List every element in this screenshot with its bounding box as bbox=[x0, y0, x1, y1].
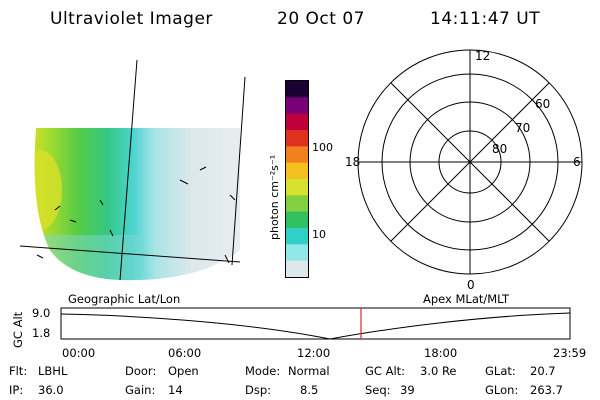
colorbar-unit-label: photon cm⁻²s⁻¹ bbox=[268, 154, 281, 240]
gcalt-label: GC Alt: bbox=[365, 364, 406, 378]
colorbar-segment bbox=[286, 260, 308, 278]
ip-value: 36.0 bbox=[38, 383, 64, 397]
date-label: 20 Oct 07 bbox=[277, 9, 365, 29]
colorbar-segment bbox=[286, 146, 308, 164]
apex-grid-label: Apex MLat/MLT bbox=[423, 292, 510, 306]
time-tick-1200: 12:00 bbox=[297, 346, 331, 360]
gain-value: 14 bbox=[168, 383, 183, 397]
mode-label: Mode: bbox=[245, 364, 281, 378]
glon-label: GLon: bbox=[485, 383, 519, 397]
mlat-label-80: 80 bbox=[492, 142, 507, 156]
aurora-emission bbox=[34, 128, 240, 281]
time-tick-2359: 23:59 bbox=[553, 346, 587, 360]
dsp-label: Dsp: bbox=[245, 383, 272, 397]
colorbar-tick-10: 10 bbox=[312, 228, 326, 241]
colorbar-segment bbox=[286, 113, 308, 131]
polar-plot: 12 6 0 18 60 70 80 bbox=[345, 49, 583, 290]
altitude-curve bbox=[60, 312, 571, 340]
mode-value: Normal bbox=[288, 364, 330, 378]
altitude-axis-title: GC Alt bbox=[11, 311, 25, 348]
seq-value: 39 bbox=[400, 383, 415, 397]
flt-value: LBHL bbox=[38, 364, 68, 378]
colorbar-segment bbox=[286, 211, 308, 229]
ip-label: IP: bbox=[9, 383, 24, 397]
flt-label: Flt: bbox=[9, 364, 28, 378]
geographic-grid bbox=[19, 59, 246, 281]
time-tick-0600: 06:00 bbox=[168, 346, 202, 360]
time-tick-0000: 00:00 bbox=[62, 346, 96, 360]
colorbar-segment bbox=[286, 130, 308, 147]
time-tick-1800: 18:00 bbox=[424, 346, 458, 360]
mlat-label-70: 70 bbox=[515, 121, 530, 135]
glat-label: GLat: bbox=[485, 364, 516, 378]
door-label: Door: bbox=[125, 364, 157, 378]
dsp-value: 8.5 bbox=[300, 383, 319, 397]
polar-grid bbox=[357, 49, 583, 275]
colorbar-segment bbox=[286, 195, 308, 213]
colorbar-segment bbox=[286, 97, 308, 115]
mlt-label-0: 0 bbox=[467, 278, 475, 290]
mlat-label-60: 60 bbox=[535, 97, 550, 111]
colorbar-tick-100: 100 bbox=[312, 141, 333, 154]
mlt-label-18: 18 bbox=[345, 155, 360, 169]
mlt-label-12: 12 bbox=[475, 49, 490, 63]
gain-label: Gain: bbox=[125, 383, 156, 397]
glat-value: 20.7 bbox=[530, 364, 556, 378]
seq-label: Seq: bbox=[365, 383, 391, 397]
colorbar-segment bbox=[286, 244, 308, 262]
color-scale-bar bbox=[285, 80, 309, 278]
altitude-timeline bbox=[60, 307, 571, 340]
colorbar-segment bbox=[286, 81, 308, 98]
time-label: 14:11:47 UT bbox=[430, 9, 541, 29]
glon-value: 263.7 bbox=[530, 383, 563, 397]
altitude-tick-low: 1.8 bbox=[32, 326, 51, 340]
door-value: Open bbox=[168, 364, 199, 378]
colorbar-segment bbox=[286, 228, 308, 245]
colorbar-segment bbox=[286, 179, 308, 196]
colorbar-segment bbox=[286, 162, 308, 180]
gcalt-value: 3.0 Re bbox=[420, 364, 457, 378]
uv-image bbox=[19, 59, 246, 281]
altitude-tick-high: 9.0 bbox=[32, 306, 51, 320]
geographic-grid-label: Geographic Lat/Lon bbox=[68, 292, 181, 306]
mlt-label-6: 6 bbox=[573, 155, 581, 169]
instrument-title: Ultraviolet Imager bbox=[50, 9, 213, 29]
color-scale-gradient bbox=[286, 81, 308, 278]
